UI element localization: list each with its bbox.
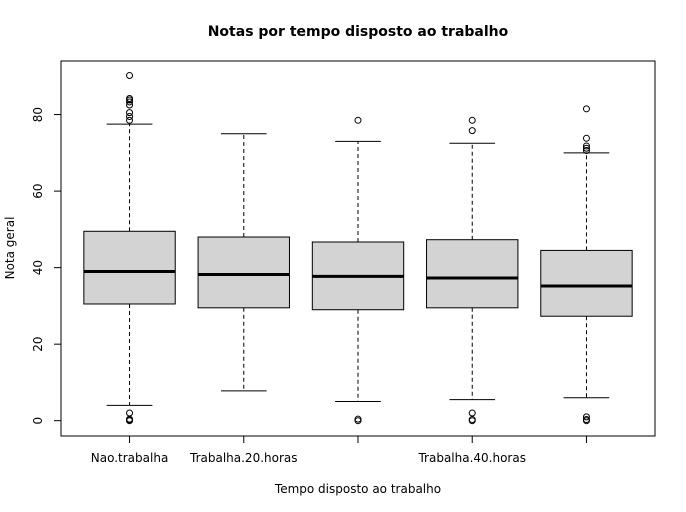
outlier-point	[126, 109, 134, 117]
y-axis-label: Nota geral	[3, 217, 17, 280]
y-tick-label: 80	[31, 107, 45, 122]
x-tick-label: Trabalha.40.horas	[417, 451, 526, 465]
x-axis-label: Tempo disposto ao trabalho	[274, 482, 441, 496]
outlier-point	[126, 116, 134, 124]
outlier-point	[126, 409, 134, 417]
y-tick-label: 60	[31, 183, 45, 198]
outlier-point	[354, 415, 362, 423]
box	[426, 239, 519, 309]
outlier-point	[126, 98, 134, 106]
outlier-point	[582, 144, 590, 152]
x-tick-label: Trabalha.20.horas	[189, 451, 298, 465]
y-tick-label: 0	[31, 417, 45, 425]
box	[83, 230, 176, 305]
y-tick-label: 20	[31, 337, 45, 352]
box	[197, 236, 290, 309]
outlier-point	[582, 105, 590, 113]
outlier-point	[582, 416, 590, 424]
outlier-point	[126, 95, 134, 102]
outlier-point	[126, 72, 134, 80]
outlier-point	[126, 112, 134, 120]
outlier-point	[468, 127, 476, 135]
outlier-point	[582, 413, 590, 421]
plot-layer: 0 20 40 60 80 Nao.trabalha Trabalha.20.horas Tr…	[31, 72, 633, 465]
outlier-point	[582, 134, 590, 142]
box	[540, 249, 633, 317]
outlier-point	[468, 116, 476, 124]
outlier-point	[582, 147, 590, 155]
x-tick-label: Nao.trabalha	[91, 451, 169, 465]
chart-title: Notas por tempo disposto ao trabalho	[208, 24, 509, 40]
y-tick-label: 40	[31, 260, 45, 275]
outlier-point	[468, 409, 476, 417]
outlier-point	[126, 101, 134, 109]
outlier-point	[468, 416, 476, 424]
outlier-point	[354, 116, 362, 124]
outlier-point	[582, 142, 590, 150]
